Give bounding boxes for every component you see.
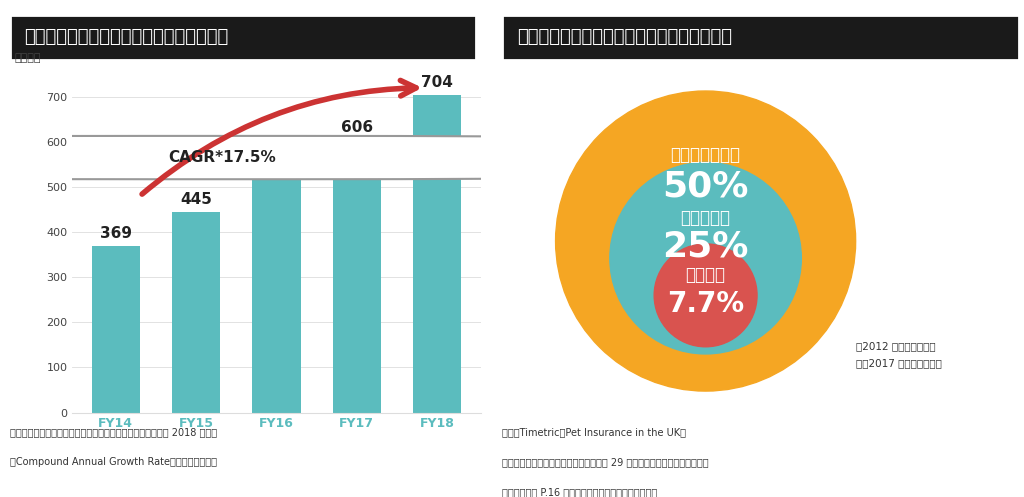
FancyBboxPatch shape: [0, 136, 538, 179]
Text: 704: 704: [421, 76, 453, 90]
Bar: [413, 95, 461, 413]
Bar: [172, 212, 220, 413]
Circle shape: [654, 244, 757, 347]
Text: 50%: 50%: [663, 170, 749, 204]
Text: イギリス＊: イギリス＊: [681, 209, 730, 227]
Text: 445: 445: [180, 192, 212, 207]
Text: 369: 369: [100, 227, 132, 242]
Bar: [92, 246, 140, 413]
Text: ＊＊2017 年時点の加入率: ＊＊2017 年時点の加入率: [856, 358, 941, 368]
Text: CAGR*17.5%: CAGR*17.5%: [168, 150, 275, 165]
Text: 一般社団法人ペットフード協会「平成 29 年　全国犬猫飼育実態調査」の: 一般社団法人ペットフード協会「平成 29 年 全国犬猫飼育実態調査」の: [502, 457, 709, 467]
Text: 25%: 25%: [663, 230, 749, 264]
Text: スウェーデン＊: スウェーデン＊: [671, 146, 740, 165]
Text: 7.7%: 7.7%: [667, 290, 744, 318]
Text: 606: 606: [341, 120, 373, 135]
Text: 521: 521: [260, 158, 293, 173]
Text: 出典：矢野経済研究所「ペットビジネスマーケティング総覧 2018 年版」: 出典：矢野経済研究所「ペットビジネスマーケティング総覧 2018 年版」: [10, 427, 217, 437]
Text: 飼育頭数と P.16 の保有契約件数をもとに当社で算出: 飼育頭数と P.16 の保有契約件数をもとに当社で算出: [502, 487, 657, 497]
Text: 出典：Timetric「Pet Insurance in the UK」: 出典：Timetric「Pet Insurance in the UK」: [502, 427, 686, 437]
Text: ＊2012 年時点の加入率: ＊2012 年時点の加入率: [856, 341, 935, 351]
Bar: [333, 139, 381, 413]
Text: 海外ペット保険市場との比較（保険加入率）: 海外ペット保険市場との比較（保険加入率）: [517, 28, 732, 46]
Text: 日本＊＊: 日本＊＊: [686, 266, 726, 284]
Bar: [252, 177, 301, 413]
Text: 日本のペット保険市場推移（収入保険料）: 日本のペット保険市場推移（収入保険料）: [25, 28, 228, 46]
Text: ＊Compound Annual Growth Rate（年平均成長率）: ＊Compound Annual Growth Rate（年平均成長率）: [10, 457, 217, 467]
Circle shape: [556, 91, 856, 391]
Text: （億円）: （億円）: [14, 53, 41, 63]
Circle shape: [610, 163, 802, 354]
